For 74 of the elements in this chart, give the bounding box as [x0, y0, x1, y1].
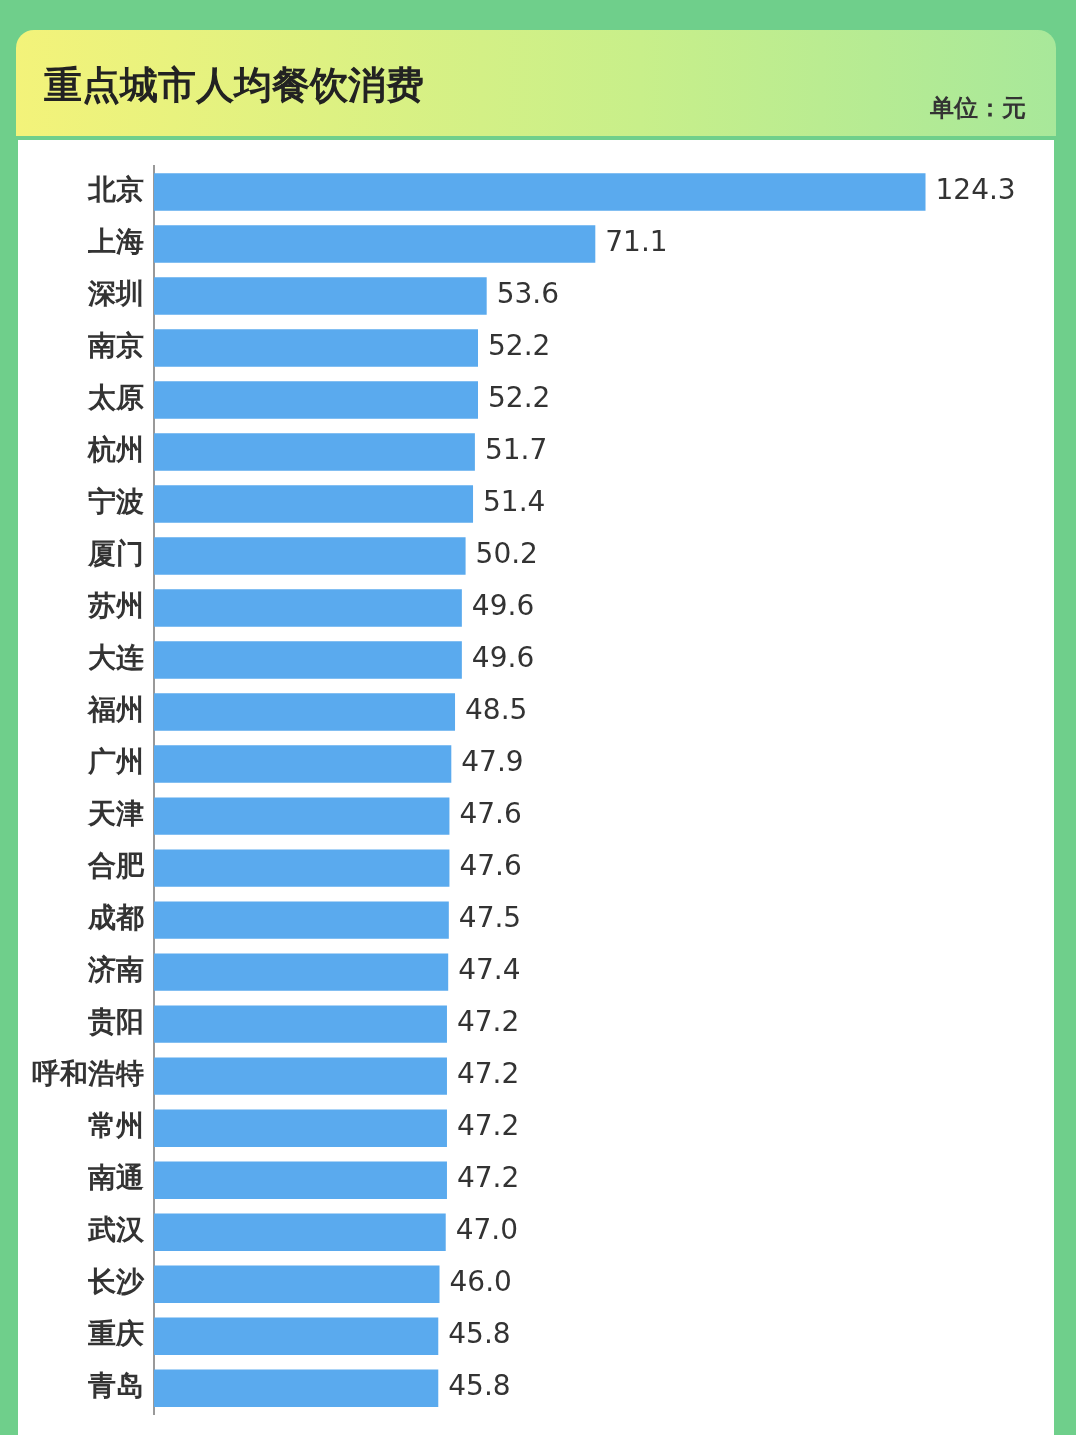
data-label: 47.4	[458, 953, 521, 987]
y-tick-label: 上海	[87, 225, 144, 259]
bar	[154, 173, 926, 211]
y-tick-label: 南通	[87, 1161, 144, 1195]
y-tick-label: 广州	[87, 745, 144, 779]
data-label: 47.0	[455, 1213, 519, 1247]
bar	[154, 693, 456, 731]
y-tick-label: 南京	[87, 329, 144, 363]
data-label: 47.2	[456, 1161, 520, 1195]
data-label: 52.2	[488, 329, 551, 363]
data-label: 49.6	[471, 641, 535, 675]
y-tick-label: 杭州	[87, 433, 144, 467]
y-tick-label: 北京	[87, 173, 144, 207]
y-tick-label: 合肥	[87, 849, 145, 883]
data-label: 124.3	[935, 173, 1016, 207]
bar	[154, 1005, 447, 1043]
bar	[154, 1109, 447, 1147]
bar	[154, 225, 596, 263]
y-tick-label: 成都	[87, 901, 144, 935]
y-tick-label: 青岛	[87, 1369, 144, 1403]
data-label: 51.4	[483, 485, 546, 519]
data-label: 45.8	[448, 1369, 511, 1403]
y-tick-label: 大连	[88, 641, 144, 675]
data-label: 47.6	[459, 797, 522, 831]
data-label: 47.2	[456, 1057, 520, 1091]
chart-subtitle: 单位：元	[930, 93, 1026, 124]
bar	[154, 433, 475, 471]
y-tick-label: 武汉	[87, 1213, 145, 1247]
y-tick-label: 常州	[88, 1109, 144, 1143]
bar	[154, 953, 449, 991]
data-label: 47.6	[459, 849, 522, 883]
bar	[154, 901, 449, 939]
bar	[154, 1317, 439, 1355]
bar	[154, 849, 450, 887]
data-label: 47.5	[458, 901, 522, 935]
data-label: 52.2	[488, 381, 551, 415]
bar	[154, 1057, 447, 1095]
y-tick-label: 天津	[87, 797, 144, 831]
bar	[154, 589, 462, 627]
y-tick-label: 深圳	[87, 277, 144, 311]
data-label: 46.0	[449, 1265, 512, 1299]
data-label: 71.1	[605, 225, 668, 259]
chart-title: 重点城市人均餐饮消费	[44, 62, 424, 109]
bar	[154, 485, 474, 523]
y-tick-label: 宁波	[88, 485, 144, 519]
data-label: 51.7	[484, 433, 548, 467]
y-tick-label: 贵阳	[87, 1005, 144, 1039]
y-tick-label: 呼和浩特	[32, 1057, 144, 1091]
data-label: 47.2	[456, 1005, 520, 1039]
y-tick-label: 太原	[87, 381, 144, 415]
data-label: 45.8	[448, 1317, 511, 1351]
data-label: 48.5	[465, 693, 528, 727]
bar	[154, 329, 478, 367]
y-tick-label: 福州	[86, 693, 144, 727]
bar	[154, 277, 487, 315]
bar	[154, 1213, 446, 1251]
data-label: 47.2	[456, 1109, 520, 1143]
bar	[154, 745, 452, 783]
bar	[154, 1265, 440, 1303]
bar	[154, 381, 478, 419]
bar	[154, 1369, 439, 1407]
y-tick-label: 济南	[87, 953, 144, 987]
bar	[154, 1161, 447, 1199]
y-tick-label: 苏州	[87, 589, 144, 623]
y-tick-label: 重庆	[87, 1317, 144, 1351]
data-label: 49.6	[471, 589, 535, 623]
bar	[154, 797, 450, 835]
data-label: 50.2	[475, 537, 538, 571]
data-label: 47.9	[461, 745, 524, 779]
y-tick-label: 长沙	[87, 1265, 145, 1299]
y-tick-label: 厦门	[87, 537, 144, 571]
bar	[154, 537, 466, 575]
data-label: 53.6	[496, 277, 560, 311]
bar	[154, 641, 462, 679]
